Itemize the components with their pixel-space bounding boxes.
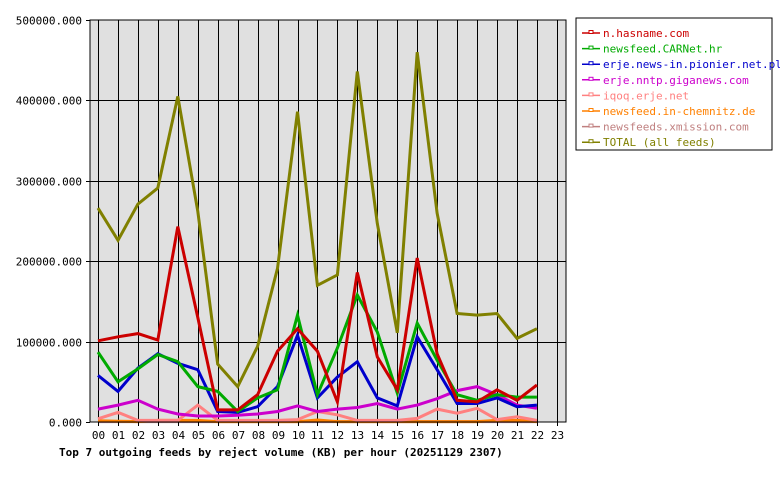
series-line-7 bbox=[96, 52, 538, 390]
x-tick-label: 06 bbox=[212, 429, 225, 442]
x-tick-label: 01 bbox=[112, 429, 125, 442]
x-tick-label: 14 bbox=[371, 429, 385, 442]
x-tick-label: 05 bbox=[192, 429, 205, 442]
x-tick-label: 20 bbox=[491, 429, 504, 442]
legend-label: erje.nntp.giganews.com bbox=[603, 74, 749, 87]
x-tick-label: 02 bbox=[132, 429, 145, 442]
series-line-0 bbox=[97, 226, 538, 412]
legend-swatch-marker bbox=[588, 76, 594, 81]
x-tick-label: 12 bbox=[331, 429, 344, 442]
legend-swatch-marker bbox=[588, 123, 594, 128]
series-lines bbox=[96, 52, 538, 424]
plot-frame bbox=[89, 19, 567, 423]
x-tick-label: 18 bbox=[451, 429, 464, 442]
legend-swatch-marker bbox=[588, 139, 594, 144]
legend-swatch-marker bbox=[588, 108, 594, 112]
y-tick-label: 0.000 bbox=[49, 417, 82, 430]
y-tick-label: 100000.000 bbox=[16, 337, 82, 350]
legend-swatch-marker bbox=[588, 92, 594, 97]
x-tick-label: 19 bbox=[471, 429, 484, 442]
legend-box bbox=[575, 17, 773, 151]
legend-label: newsfeeds.xmission.com bbox=[603, 121, 749, 134]
legend-label: newsfeed.CARNet.hr bbox=[603, 43, 723, 56]
legend-label: iqoq.erje.net bbox=[603, 89, 689, 102]
y-tick-label: 500000.000 bbox=[16, 15, 82, 28]
x-tick-label: 16 bbox=[411, 429, 424, 442]
x-tick-label: 07 bbox=[232, 429, 245, 442]
legend-label: TOTAL (all feeds) bbox=[603, 136, 716, 149]
x-tick-label: 23 bbox=[551, 429, 564, 442]
plot-area bbox=[90, 20, 566, 422]
x-tick-label: 21 bbox=[511, 429, 524, 442]
legend-swatch-marker bbox=[588, 61, 594, 66]
x-tick-label: 15 bbox=[391, 429, 404, 442]
legend-swatch-marker bbox=[588, 30, 594, 34]
y-tick-label: 300000.000 bbox=[16, 176, 82, 189]
legend-swatch-marker bbox=[588, 45, 594, 50]
x-tick-label: 03 bbox=[152, 429, 165, 442]
x-tick-label: 04 bbox=[172, 429, 186, 442]
y-axis: 0.000 100000.000 200000.000 300000.000 40000… bbox=[16, 15, 90, 430]
y-tick-label: 200000.000 bbox=[16, 256, 82, 269]
x-tick-label: 08 bbox=[252, 429, 265, 442]
series-line-3 bbox=[97, 385, 538, 418]
x-tick-label: 00 bbox=[92, 429, 105, 442]
legend-label: erje.news-in.pionier.net.pl bbox=[603, 58, 780, 71]
legend-label: n.hasname.com bbox=[603, 27, 689, 40]
chart-title: Top 7 outgoing feeds by reject volume (K… bbox=[59, 446, 503, 459]
legend-label: newsfeed.in-chemnitz.de bbox=[603, 105, 755, 118]
x-tick-label: 17 bbox=[431, 429, 444, 442]
legend: n.hasname.com newsfeed.CARNet.hr erje.news… bbox=[575, 17, 780, 151]
series-line-1 bbox=[96, 291, 537, 414]
x-tick-label: 09 bbox=[272, 429, 285, 442]
x-tick-label: 22 bbox=[531, 429, 544, 442]
x-tick-label: 11 bbox=[311, 429, 324, 442]
x-tick-label: 10 bbox=[292, 429, 305, 442]
x-tick-label: 13 bbox=[351, 429, 364, 442]
y-tick-label: 400000.000 bbox=[16, 95, 82, 108]
x-axis: 00 01 02 03 04 05 06 07 08 09 10 11 12 13 14 15 16 17 18 19… bbox=[92, 422, 564, 442]
